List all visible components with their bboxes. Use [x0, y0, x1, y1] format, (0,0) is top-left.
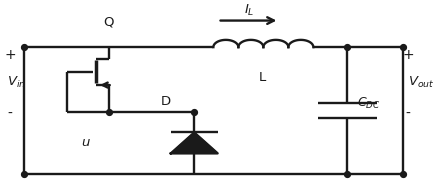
Text: D: D: [160, 95, 170, 108]
Text: Q: Q: [103, 15, 113, 28]
Text: +: +: [4, 48, 16, 62]
Text: -: -: [7, 107, 12, 121]
Text: +: +: [402, 48, 413, 62]
Polygon shape: [170, 132, 217, 153]
Text: $I_L$: $I_L$: [244, 2, 254, 18]
Text: -: -: [405, 107, 410, 121]
Text: $V_{out}$: $V_{out}$: [407, 75, 434, 90]
Text: u: u: [81, 137, 90, 149]
Text: $C_{DC}$: $C_{DC}$: [357, 96, 380, 111]
Text: $V_{in}$: $V_{in}$: [7, 75, 25, 90]
Text: L: L: [258, 71, 265, 84]
